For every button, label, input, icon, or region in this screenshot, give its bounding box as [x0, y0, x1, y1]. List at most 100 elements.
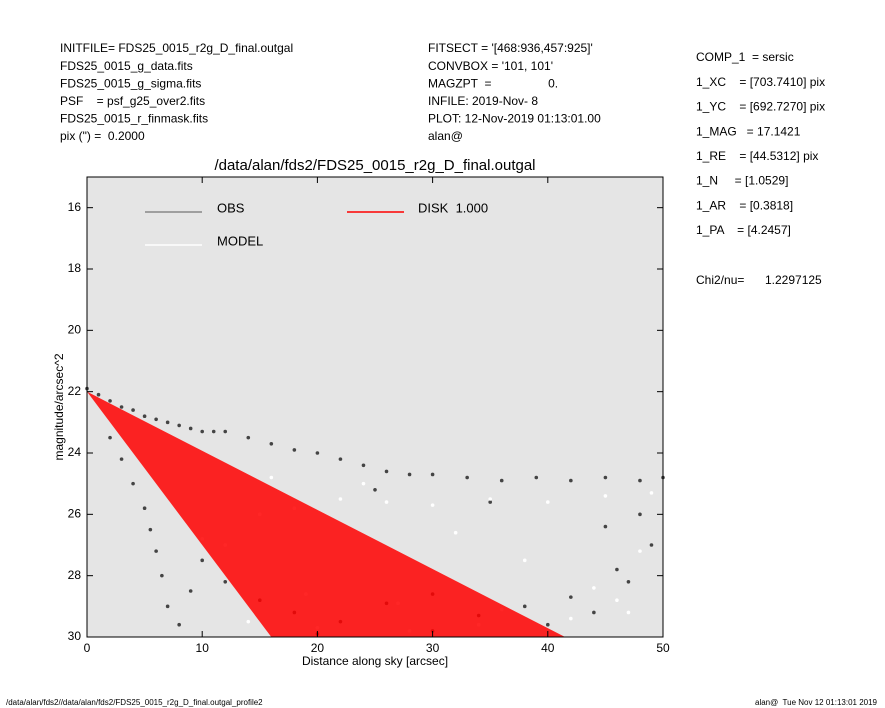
param-text: 1_N = [1.0529]: [696, 174, 788, 188]
data-point: [522, 604, 527, 609]
y-tick-label: 30: [68, 629, 82, 643]
param-text: 1_RE = [44.5312] pix: [696, 149, 818, 163]
data-point: [569, 616, 573, 621]
data-point: [638, 478, 642, 483]
param-text: COMP_1 = sersic: [696, 50, 794, 64]
plot-frame: [86, 176, 664, 638]
header-text: PSF = psf_g25_over2.fits: [60, 94, 205, 108]
footer-left: /data/alan/fds2//data/alan/fds2/FDS25_00…: [6, 698, 263, 707]
data-point: [592, 586, 596, 590]
data-point: [154, 417, 158, 422]
data-point: [292, 448, 297, 452]
data-point: [465, 475, 469, 480]
data-point: [361, 481, 366, 486]
header-text: FITSECT = '[468:936,457:925]': [428, 41, 593, 55]
header-text: MAGZPT = 0.: [428, 76, 558, 90]
data-point: [546, 622, 550, 627]
data-point: [223, 429, 228, 434]
data-point: [188, 589, 193, 593]
data-point: [361, 463, 366, 468]
data-point: [499, 478, 504, 483]
chart-title: /data/alan/fds2/FDS25_0015_r2g_D_final.o…: [214, 157, 535, 174]
data-point: [569, 595, 573, 599]
data-point: [430, 472, 435, 477]
y-tick-label: 26: [68, 507, 82, 521]
data-point: [131, 408, 135, 412]
data-point: [592, 610, 596, 615]
data-point: [384, 469, 389, 474]
data-point: [407, 472, 412, 477]
chi-label: Chi2/nu=: [696, 273, 744, 287]
header-text: INITFILE= FDS25_0015_r2g_D_final.outgal: [60, 41, 293, 55]
data-point: [269, 475, 274, 480]
data-point: [119, 405, 124, 409]
header-text: FDS25_0015_r_finmask.fits: [60, 112, 208, 126]
legend-label: MODEL: [217, 233, 263, 248]
legend-label: DISK 1.000: [418, 200, 488, 215]
data-point: [626, 580, 631, 584]
y-tick-label: 16: [68, 200, 82, 214]
chi-value: 1.2297125: [765, 273, 822, 287]
data-point: [142, 414, 147, 419]
header-text: FDS25_0015_g_data.fits: [60, 59, 193, 73]
data-point: [119, 457, 124, 461]
header-text: CONVBOX = '101, 101': [428, 59, 553, 73]
data-point: [177, 423, 181, 428]
x-tick-label: 30: [426, 641, 440, 655]
data-point: [108, 435, 112, 440]
data-point: [373, 488, 377, 492]
data-point: [615, 598, 619, 602]
data-point: [177, 622, 181, 627]
x-tick-label: 40: [541, 641, 555, 655]
data-point: [603, 494, 608, 498]
data-point: [160, 573, 164, 578]
x-tick-label: 50: [656, 641, 670, 655]
data-point: [338, 457, 343, 461]
data-point: [338, 497, 343, 501]
x-tick-label: 10: [196, 641, 210, 655]
header-text: PLOT: 12-Nov-2019 01:13:01.00: [428, 112, 601, 126]
y-tick-label: 24: [68, 445, 82, 459]
data-point: [649, 543, 654, 547]
param-text: 1_XC = [703.7410] pix: [696, 75, 825, 89]
legend-label: OBS: [217, 200, 245, 215]
data-point: [638, 549, 642, 553]
header-text: FDS25_0015_g_sigma.fits: [60, 76, 201, 90]
y-tick-label: 28: [68, 568, 82, 582]
data-point: [223, 580, 228, 584]
data-point: [142, 506, 147, 511]
data-point: [154, 549, 158, 553]
data-point: [211, 429, 216, 434]
data-point: [453, 530, 458, 535]
data-point: [534, 475, 539, 480]
x-tick-label: 0: [84, 641, 91, 655]
data-point: [246, 435, 251, 440]
data-point: [488, 500, 493, 504]
data-point: [430, 503, 435, 507]
data-point: [603, 475, 608, 480]
data-point: [246, 619, 251, 624]
data-point: [615, 567, 619, 572]
data-point: [165, 420, 170, 425]
data-point: [569, 478, 573, 483]
header-text: alan@: [428, 129, 463, 143]
data-point: [269, 442, 274, 446]
data-point: [188, 426, 193, 431]
param-text: 1_MAG = 17.1421: [696, 124, 801, 138]
param-text: 1_PA = [4.2457]: [696, 223, 791, 237]
data-point: [546, 500, 550, 504]
header-text: pix (") = 0.2000: [60, 129, 145, 143]
y-tick-label: 18: [68, 261, 82, 275]
data-point: [603, 524, 608, 529]
data-point: [148, 527, 153, 532]
data-point: [200, 558, 204, 563]
header-text: INFILE: 2019-Nov- 8: [428, 94, 538, 108]
param-text: 1_YC = [692.7270] pix: [696, 100, 825, 114]
data-point: [108, 399, 112, 403]
data-point: [315, 451, 320, 455]
y-tick-label: 20: [68, 323, 82, 337]
data-point: [649, 491, 654, 495]
x-axis-label: Distance along sky [arcsec]: [302, 654, 448, 668]
x-tick-label: 20: [311, 641, 325, 655]
